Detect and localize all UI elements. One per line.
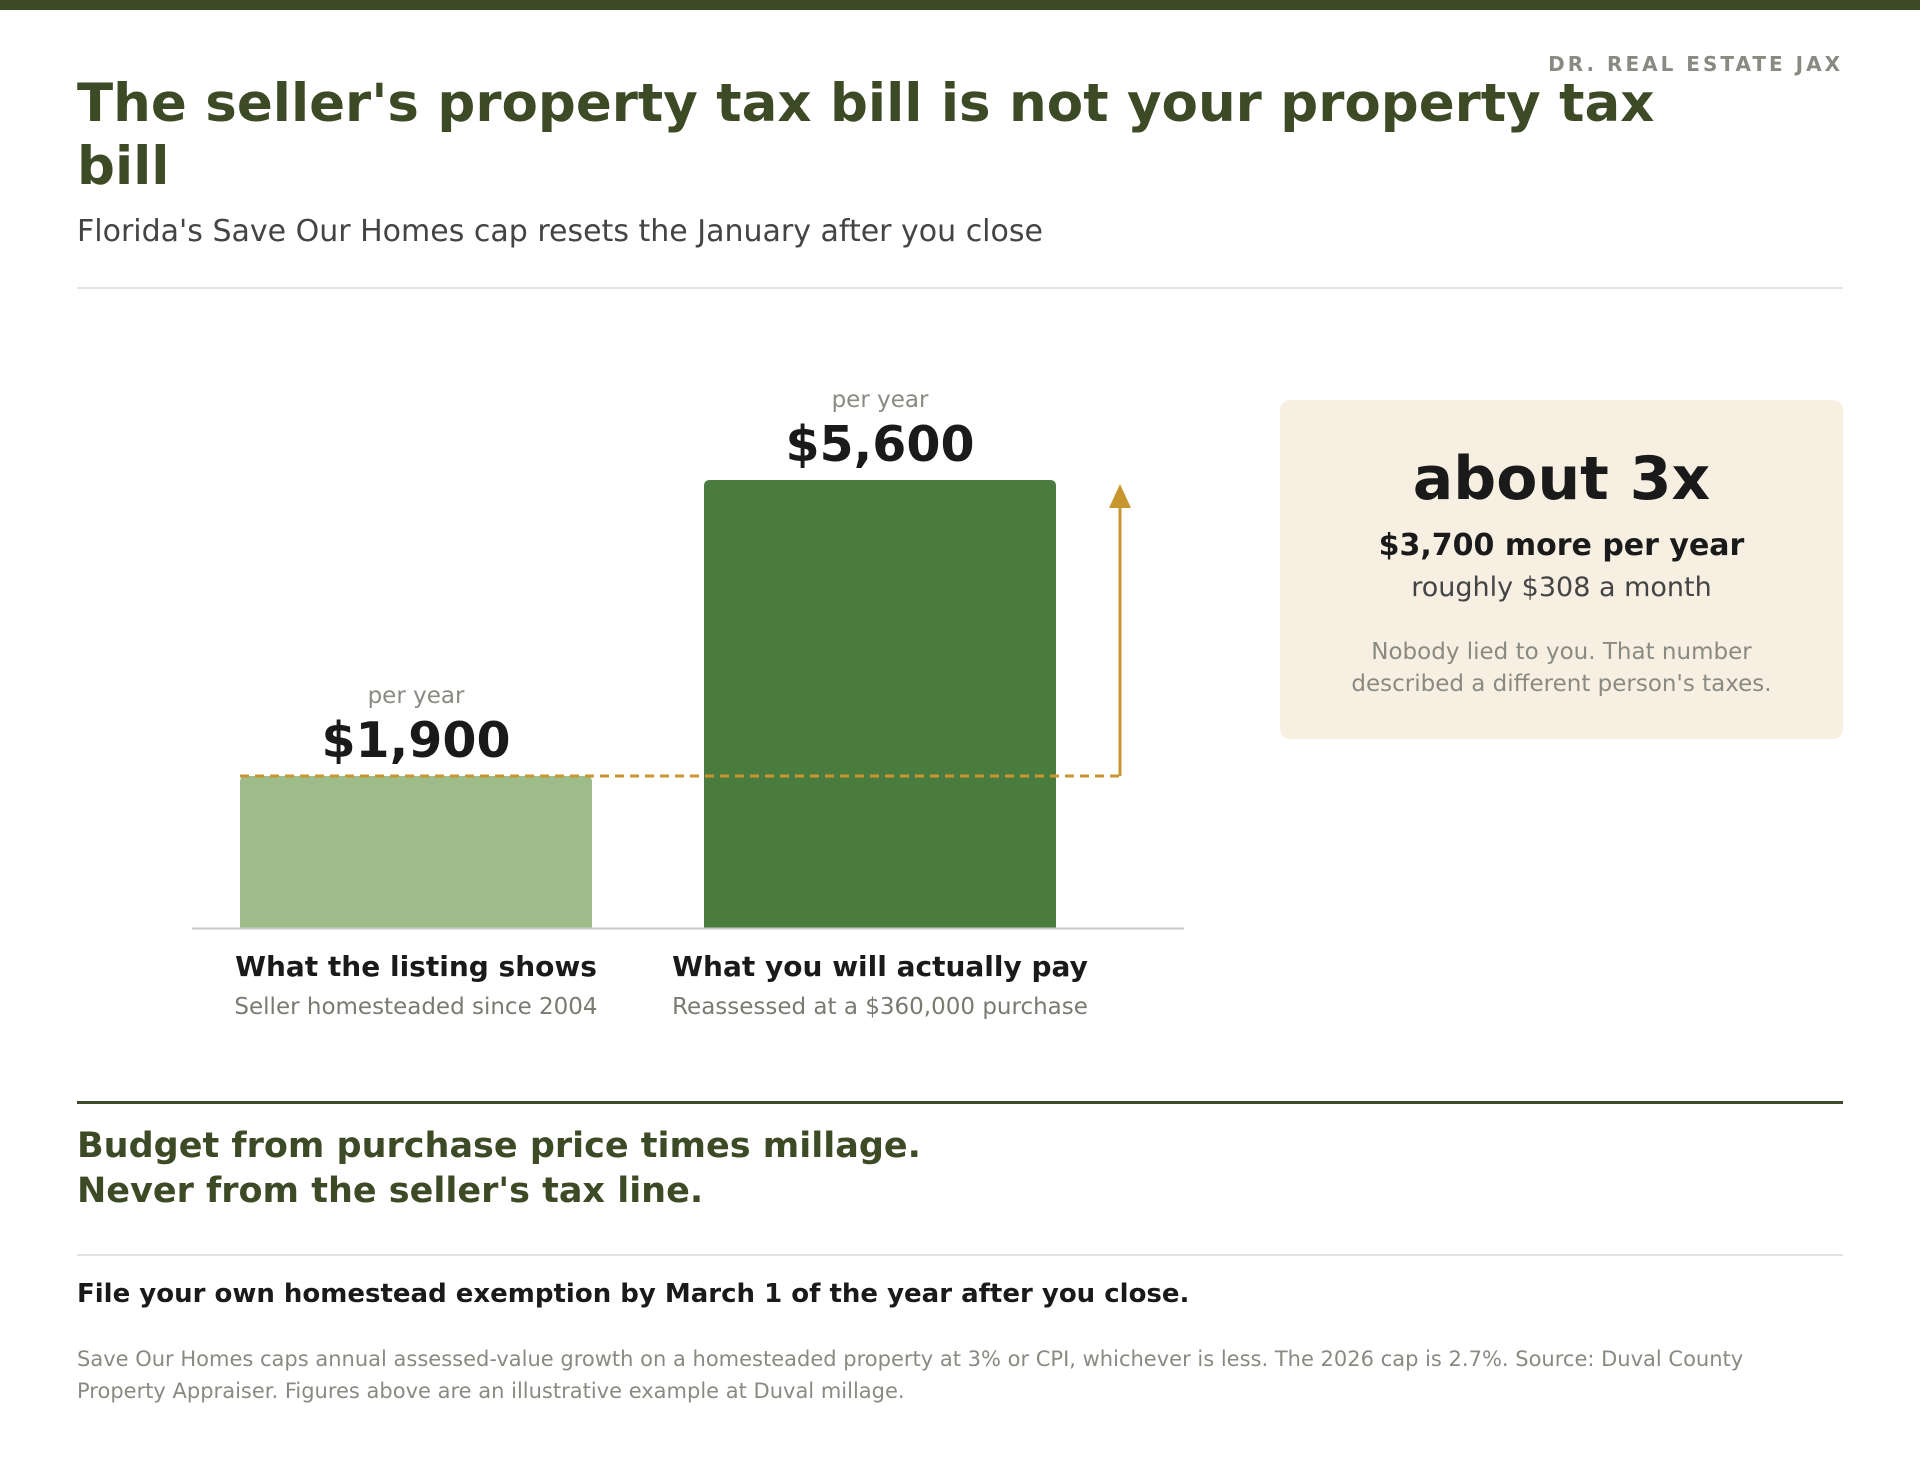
budget-line-1: Budget from purchase price times millage… — [77, 1126, 921, 1166]
callout-monthly: roughly $308 a month — [1411, 572, 1712, 603]
homestead-note: File your own homestead exemption by Mar… — [77, 1279, 1190, 1309]
callout-box: about 3x $3,700 more per year roughly $3… — [1280, 400, 1843, 739]
increase-arrow-head — [1109, 484, 1131, 508]
page-title: The seller's property tax bill is not yo… — [77, 73, 1655, 197]
top-accent-bar — [0, 0, 1920, 10]
section-divider — [77, 1101, 1843, 1104]
budget-heading: Budget from purchase price times millage… — [77, 1124, 921, 1214]
category-label-1: What the listing shows — [235, 950, 597, 983]
footer-divider — [77, 1254, 1843, 1256]
bar-unit-label-1: per year — [368, 683, 465, 709]
tax-comparison-chart: per year $1,900 What the listing shows Sell… — [192, 387, 1184, 1020]
source-note: Save Our Homes caps annual assessed-valu… — [77, 1347, 1744, 1403]
callout-multiplier: about 3x — [1412, 444, 1711, 514]
header-divider — [77, 287, 1843, 289]
category-sublabel-1: Seller homesteaded since 2004 — [234, 994, 597, 1020]
callout-difference: $3,700 more per year — [1378, 528, 1745, 563]
bar-2 — [704, 480, 1056, 928]
bar-value-label-2: $5,600 — [785, 416, 974, 473]
budget-line-2: Never from the seller's tax line. — [77, 1171, 704, 1211]
page-subtitle: Florida's Save Our Homes cap resets the … — [77, 214, 1043, 249]
bar-1 — [240, 776, 592, 928]
bar-unit-label-2: per year — [832, 387, 929, 413]
bar-value-label-1: $1,900 — [321, 712, 510, 769]
brand-label: DR. REAL ESTATE JAX — [1548, 52, 1843, 76]
category-label-2: What you will actually pay — [672, 950, 1088, 983]
category-sublabel-2: Reassessed at a $360,000 purchase — [672, 994, 1088, 1020]
callout-note: Nobody lied to you. That number describe… — [1351, 639, 1772, 697]
